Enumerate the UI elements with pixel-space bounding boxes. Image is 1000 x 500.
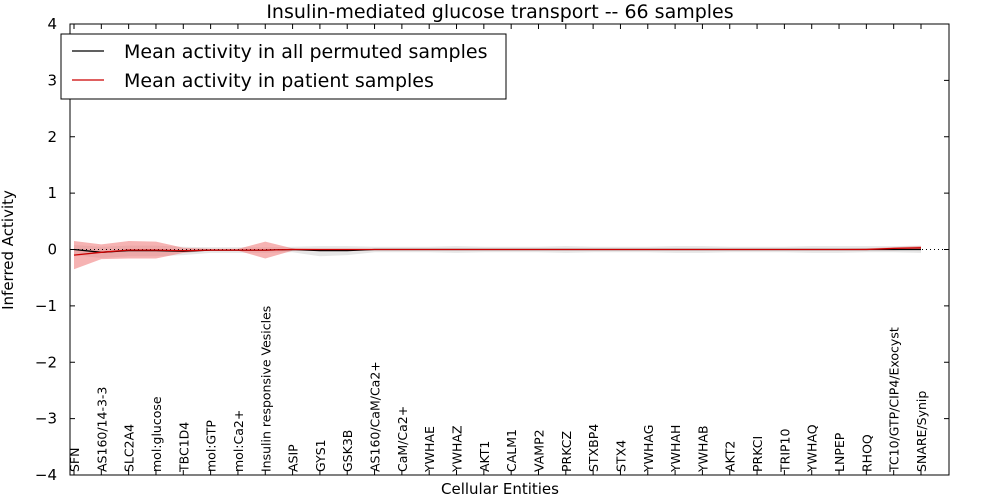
x-tick-label: YWHAB (695, 425, 710, 473)
y-tick-label: −3 (35, 410, 57, 428)
legend-label-patient: Mean activity in patient samples (124, 70, 434, 92)
y-tick-label: 4 (47, 15, 57, 33)
x-tick-label: YWHAQ (805, 424, 820, 473)
legend: Mean activity in all permuted samples Me… (60, 33, 507, 100)
x-tick-label: AKT1 (477, 441, 492, 472)
x-tick-label: AS160/14-3-3 (94, 387, 109, 472)
x-tick-label: YWHAH (668, 425, 683, 473)
band-series-0 (74, 245, 921, 258)
x-tick-label: ASIP (286, 444, 301, 472)
y-tick-label: −2 (35, 353, 57, 371)
x-tick-label: YWHAG (641, 425, 656, 473)
x-tick-label: mol:GTP (204, 420, 219, 472)
x-tick-label: VAMP2 (532, 429, 547, 472)
x-tick-label: GSK3B (340, 430, 355, 472)
y-tick-label: −4 (35, 466, 57, 484)
x-tick-label: RHOQ (859, 434, 874, 472)
x-tick-label: GYS1 (313, 439, 328, 472)
legend-box (60, 33, 507, 100)
y-axis-label: Inferred Activity (0, 190, 17, 310)
x-tick-label: STXBP4 (586, 424, 601, 472)
x-tick-label: Insulin responsive Vesicles (258, 306, 273, 472)
confidence-bands (74, 241, 921, 270)
x-tick-label: AS160/CaM/Ca2+ (368, 361, 383, 472)
x-axis-label: Cellular Entities (441, 480, 559, 498)
x-tick-label: YWHAE (422, 426, 437, 473)
x-tick-label: TRIP10 (777, 429, 792, 473)
band-series-1 (74, 241, 921, 270)
x-tick-label: SLC2A4 (122, 424, 137, 472)
x-tick-label: PRKCI (750, 436, 765, 472)
legend-label-permuted: Mean activity in all permuted samples (124, 41, 487, 63)
x-tick-label: mol:glucose (149, 396, 164, 472)
x-tick-label: SNARE/Synip (914, 391, 929, 472)
x-tick-label: STX4 (614, 440, 629, 472)
x-axis-ticks: SFN AS160/14-3-3 SLC2A4 mol:glucose TBC1D4 mo… (67, 24, 929, 475)
y-tick-label: 0 (47, 241, 57, 259)
x-tick-label: mol:Ca2+ (231, 410, 246, 472)
x-tick-label: TBC1D4 (176, 422, 191, 473)
x-tick-label: TC10/GTP/CIP4/Exocyst (887, 327, 902, 473)
x-tick-label: YWHAZ (450, 425, 465, 473)
x-tick-label: SFN (67, 448, 82, 472)
y-tick-label: 3 (47, 71, 57, 89)
y-axis-ticks: −4 −3 −2 −1 0 1 2 3 4 (35, 15, 949, 484)
x-tick-label: CALM1 (504, 429, 519, 472)
y-tick-label: 2 (47, 128, 57, 146)
x-tick-label: PRKCZ (559, 431, 574, 472)
x-tick-label: CaM/Ca2+ (395, 406, 410, 472)
series-lines (73, 247, 922, 256)
chart-title: Insulin-mediated glucose transport -- 66… (266, 1, 733, 23)
y-tick-label: −1 (35, 297, 57, 315)
y-tick-label: 1 (47, 184, 57, 202)
x-tick-label: AKT2 (723, 441, 738, 472)
x-tick-label: LNPEP (832, 432, 847, 472)
series-line-patient (73, 247, 922, 256)
